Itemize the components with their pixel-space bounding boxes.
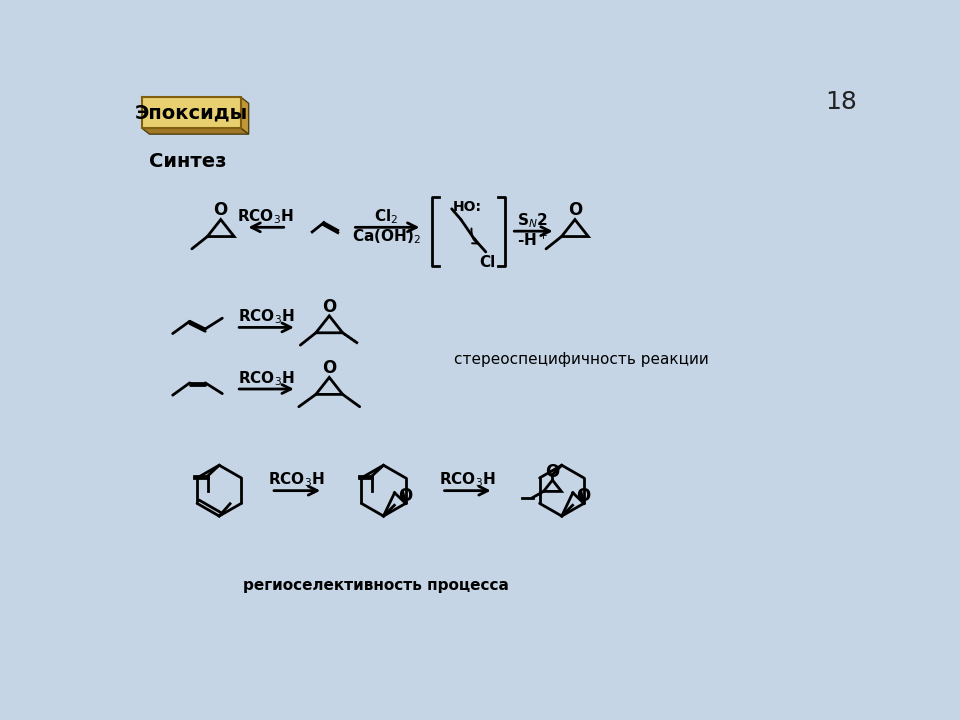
FancyBboxPatch shape bbox=[142, 97, 241, 128]
Text: RCO$_3$H: RCO$_3$H bbox=[238, 307, 295, 326]
Text: Ca(OH)$_2$: Ca(OH)$_2$ bbox=[352, 228, 421, 246]
Text: S$_N$2: S$_N$2 bbox=[516, 211, 548, 230]
Text: O: O bbox=[577, 487, 590, 505]
Text: O: O bbox=[323, 297, 336, 315]
Text: O: O bbox=[398, 487, 413, 505]
Text: Cl$_2$: Cl$_2$ bbox=[374, 207, 398, 226]
Text: 18: 18 bbox=[825, 90, 856, 114]
Text: Синтез: Синтез bbox=[150, 152, 227, 171]
Text: региоселективность процесса: региоселективность процесса bbox=[243, 578, 509, 593]
Text: Cl: Cl bbox=[479, 255, 495, 270]
Text: O: O bbox=[545, 463, 560, 481]
Text: стереоспецифичность реакции: стереоспецифичность реакции bbox=[454, 352, 708, 367]
Polygon shape bbox=[241, 97, 249, 134]
Text: O: O bbox=[214, 202, 228, 220]
Text: RCO$_3$H: RCO$_3$H bbox=[238, 369, 295, 387]
Text: Эпоксиды: Эпоксиды bbox=[134, 103, 248, 122]
Text: RCO$_3$H: RCO$_3$H bbox=[237, 207, 294, 226]
Text: RCO$_3$H: RCO$_3$H bbox=[269, 471, 325, 489]
Text: HO:: HO: bbox=[453, 200, 482, 215]
Polygon shape bbox=[142, 128, 249, 134]
Text: O: O bbox=[323, 359, 336, 377]
Text: -H$^+$: -H$^+$ bbox=[516, 232, 548, 249]
Text: RCO$_3$H: RCO$_3$H bbox=[439, 471, 495, 489]
Text: O: O bbox=[567, 202, 582, 220]
